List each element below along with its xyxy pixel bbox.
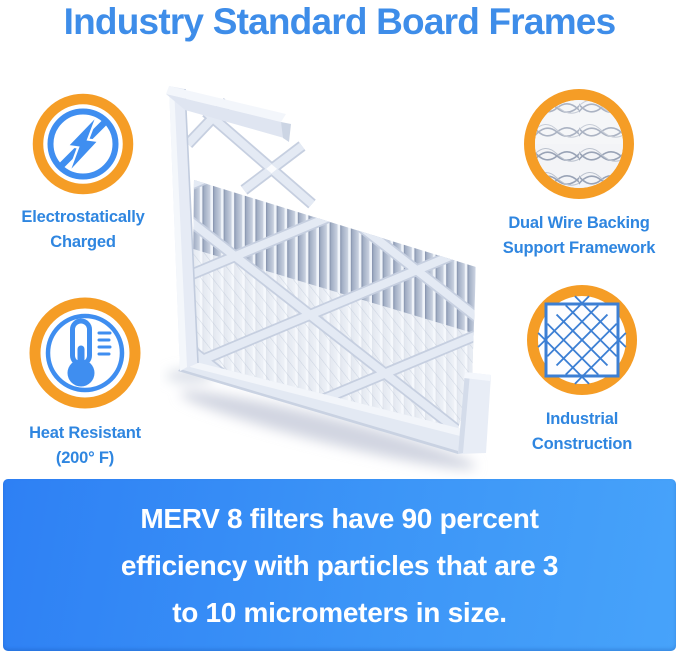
banner-line: efficiency with particles that are 3 [120,549,559,581]
lattice-square-icon [527,285,637,395]
banner-line: to 10 micrometers in size. [172,596,507,628]
feature-label: Electrostatically Charged [21,208,145,251]
feature-label: Industrial Construction [531,410,633,453]
merv-info-banner: MERV 8 filters have 90 percent efficienc… [3,479,676,651]
lightning-bolt-icon [8,92,158,196]
feature-electrostatic: Electrostatically Charged [8,92,158,255]
wire-mesh-icon [488,86,670,202]
feature-wire-backing: Dual Wire Backing Support Framework [488,86,670,261]
feature-heat-resistant: Heat Resistant (200° F) [10,294,160,471]
air-filter-image [166,86,491,469]
banner-line: MERV 8 filters have 90 percent [140,502,539,534]
page-title: Industry Standard Board Frames [63,1,616,42]
thermometer-icon [10,294,160,412]
feature-label: Heat Resistant (200° F) [29,424,141,467]
feature-label: Dual Wire Backing Support Framework [502,214,656,257]
feature-industrial-construction: Industrial Construction [492,282,672,457]
